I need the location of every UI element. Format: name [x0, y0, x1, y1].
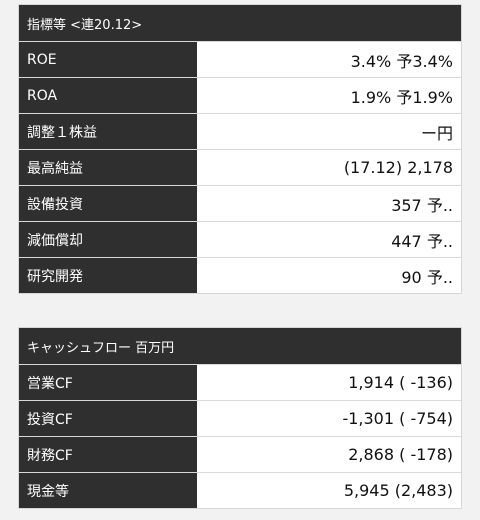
cashflow-row-investing: 投資CF -1,301 ( -754): [19, 400, 461, 436]
indicators-panel: 指標等 <連20.12> ROE 3.4% 予3.4% ROA 1.9% 予1.…: [18, 4, 462, 294]
indicator-value: 90 予..: [401, 267, 453, 287]
indicator-value: 447 予..: [391, 231, 453, 251]
indicator-row-depreciation: 減価償却 447 予..: [19, 221, 461, 257]
cashflow-row-cash: 現金等 5,945 (2,483): [19, 472, 461, 508]
indicator-label: 設備投資: [19, 186, 197, 221]
cashflow-panel: キャッシュフロー 百万円 営業CF 1,914 ( -136) 投資CF -1,…: [18, 327, 462, 509]
indicator-label: 調整１株益: [19, 114, 197, 149]
indicator-value: 3.4% 予3.4%: [350, 51, 453, 71]
indicator-value: ー円: [420, 123, 453, 143]
indicator-value: 1.9% 予1.9%: [350, 87, 453, 107]
indicator-label: ROA: [19, 78, 197, 113]
indicator-row-roe: ROE 3.4% 予3.4%: [19, 41, 461, 77]
cashflow-value: 2,868 ( -178): [348, 445, 453, 464]
cashflow-value: 1,914 ( -136): [348, 373, 453, 392]
cashflow-label: 営業CF: [19, 365, 197, 400]
indicator-row-adjusted-eps: 調整１株益 ー円: [19, 113, 461, 149]
indicator-label: ROE: [19, 42, 197, 77]
indicator-label: 最高純益: [19, 150, 197, 185]
indicator-label: 研究開発: [19, 258, 197, 293]
cashflow-row-financing: 財務CF 2,868 ( -178): [19, 436, 461, 472]
indicator-label: 減価償却: [19, 222, 197, 257]
cashflow-title: キャッシュフロー 百万円: [19, 328, 461, 364]
indicator-row-record-net-income: 最高純益 (17.12) 2,178: [19, 149, 461, 185]
indicator-row-capex: 設備投資 357 予..: [19, 185, 461, 221]
cashflow-value: 5,945 (2,483): [343, 481, 453, 500]
cashflow-label: 現金等: [19, 473, 197, 508]
indicator-row-roa: ROA 1.9% 予1.9%: [19, 77, 461, 113]
cashflow-row-operating: 営業CF 1,914 ( -136): [19, 364, 461, 400]
indicators-title: 指標等 <連20.12>: [19, 5, 461, 41]
indicator-row-rnd: 研究開発 90 予..: [19, 257, 461, 293]
cashflow-label: 投資CF: [19, 401, 197, 436]
indicator-value: (17.12) 2,178: [343, 158, 453, 177]
cashflow-value: -1,301 ( -754): [342, 409, 453, 428]
indicator-value: 357 予..: [391, 195, 453, 215]
cashflow-label: 財務CF: [19, 437, 197, 472]
